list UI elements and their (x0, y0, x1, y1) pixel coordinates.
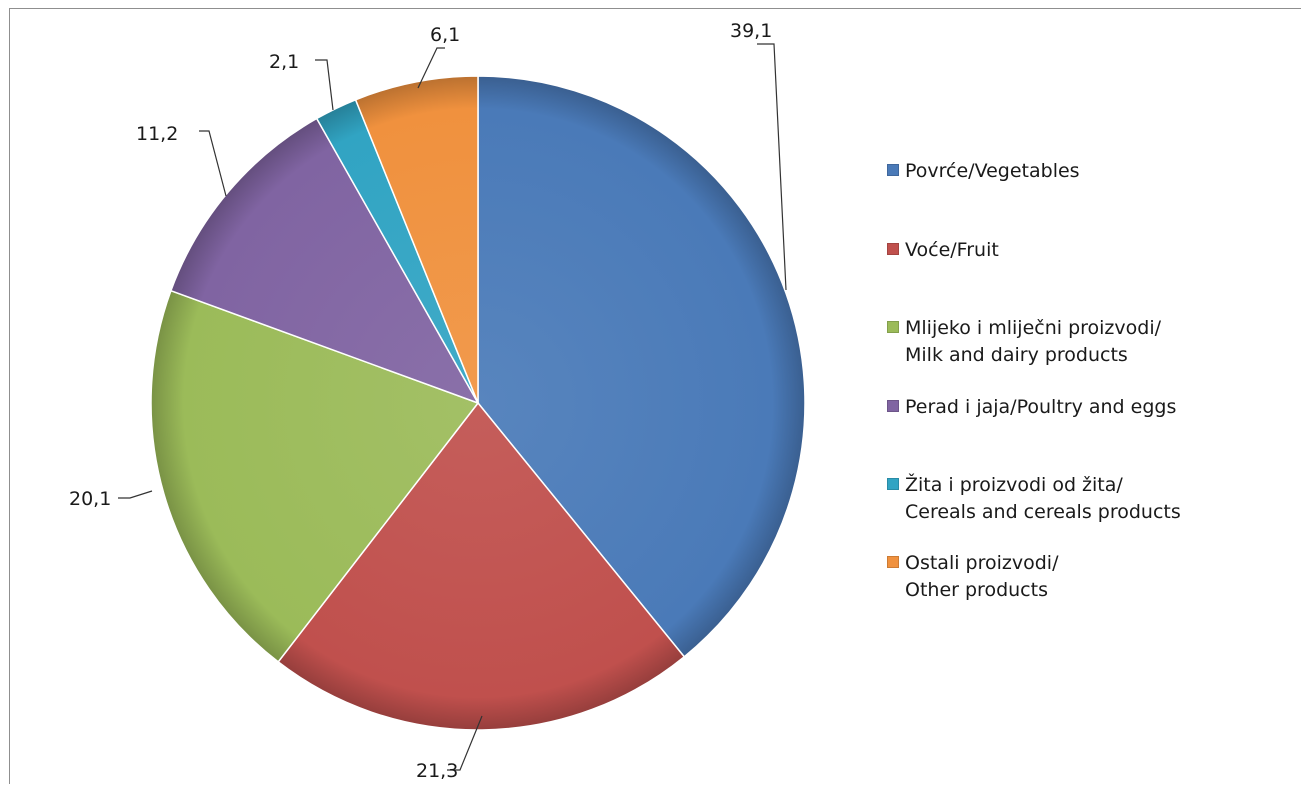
legend-swatch (887, 556, 899, 568)
chart-frame (9, 8, 1301, 784)
data-label: 2,1 (269, 51, 299, 73)
leader-line (199, 130, 227, 197)
pie-slice (277, 401, 686, 731)
pie-slice (477, 75, 806, 658)
legend-swatch (887, 478, 899, 490)
legend-swatch (887, 321, 899, 333)
leader-line (757, 43, 787, 291)
legend-label: Žita i proizvodi od žita/ Cereals and ce… (905, 474, 1181, 523)
data-label: 11,2 (136, 123, 178, 145)
legend-label: Povrće/Vegetables (905, 160, 1080, 182)
legend-swatch (887, 400, 899, 412)
leader-line (315, 59, 334, 111)
pie-slice (354, 75, 479, 404)
legend-item-poultry: Perad i jaja/Poultry and eggs (887, 394, 1176, 421)
legend-label: Voće/Fruit (905, 239, 999, 261)
data-label: 6,1 (430, 24, 460, 46)
leader-line (118, 490, 153, 499)
legend-swatch (887, 243, 899, 255)
data-label: 20,1 (69, 488, 111, 510)
pie-slice (169, 117, 480, 405)
pie-slice (150, 289, 480, 663)
leader-line (447, 715, 483, 771)
legend-item-fruit: Voće/Fruit (887, 237, 999, 264)
data-label: 39,1 (730, 20, 772, 42)
legend-label: Mlijeko i mliječni proizvodi/ Milk and d… (905, 317, 1162, 366)
legend-label: Ostali proizvodi/ Other products (905, 552, 1059, 601)
legend-item-other: Ostali proizvodi/ Other products (887, 550, 1058, 604)
data-label: 21,3 (416, 760, 458, 782)
legend-label: Perad i jaja/Poultry and eggs (905, 396, 1177, 418)
legend-item-vegetables: Povrće/Vegetables (887, 158, 1080, 185)
legend-swatch (887, 164, 899, 176)
legend-item-cereals: Žita i proizvodi od žita/ Cereals and ce… (887, 472, 1181, 526)
legend-item-milk: Mlijeko i mliječni proizvodi/ Milk and d… (887, 315, 1161, 369)
leader-line (417, 47, 445, 89)
